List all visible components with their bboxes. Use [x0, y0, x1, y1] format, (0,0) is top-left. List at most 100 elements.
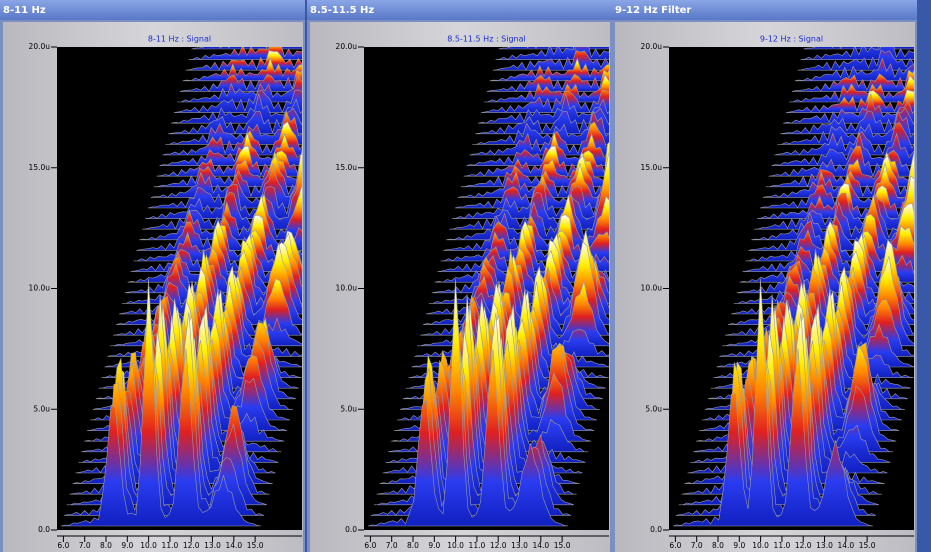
spectrum-slice	[121, 232, 302, 304]
y-tick-label: 5.0u	[645, 404, 662, 413]
spectrum-slice	[768, 145, 914, 177]
x-tick-label: 7.0	[79, 541, 91, 550]
spectrum-slice	[774, 122, 914, 156]
y-tick-label: 20.0u	[29, 42, 51, 51]
spectrum-slice	[486, 69, 609, 92]
spectrum-slice	[786, 89, 914, 113]
spectrum-slice	[765, 151, 914, 188]
spectrum-slice	[788, 74, 914, 103]
y-tick-label: 10.0u	[336, 284, 358, 293]
y-tick-label: 20.0u	[336, 42, 358, 51]
spectrum-slice	[182, 57, 302, 82]
x-tick-label: 11.0	[469, 541, 486, 550]
spectrum-slice	[156, 145, 302, 177]
x-tick-label: 6.0	[57, 541, 69, 550]
spectrum-slice	[185, 50, 302, 71]
x-tick-label: 10.0	[140, 541, 157, 550]
spectrum-slice	[176, 74, 302, 103]
window-title: 8-11 Hz	[3, 5, 46, 16]
y-tick-label: 15.0u	[336, 163, 358, 172]
x-tick-label: 10.0	[752, 541, 769, 550]
waterfall-surface	[672, 47, 914, 527]
spectrum-slice	[794, 57, 914, 82]
title-bar	[307, 0, 612, 20]
y-tick-label: 10.0u	[29, 284, 51, 293]
x-tick-label: 15.0	[554, 541, 571, 550]
spectrum-slice	[736, 232, 914, 294]
spectrum-slice	[162, 121, 302, 156]
x-tick-label: 9.0	[428, 541, 440, 550]
x-tick-label: 14.0	[837, 541, 854, 550]
spectrum-slice	[783, 93, 914, 124]
spectrum-slice	[483, 74, 609, 103]
spectrum-slice	[678, 314, 879, 506]
x-tick-label: 9.0	[733, 541, 745, 550]
x-tick-label: 14.0	[225, 541, 242, 550]
y-tick-label: 0.0	[650, 525, 662, 534]
x-tick-label: 12.0	[490, 541, 507, 550]
y-tick-label: 10.0u	[641, 284, 663, 293]
y-tick-label: 5.0u	[33, 404, 50, 413]
x-tick-label: 13.0	[204, 541, 221, 550]
x-tick-label: 11.0	[162, 541, 179, 550]
x-tick-label: 12.0	[795, 541, 812, 550]
spectrum-slice	[797, 49, 914, 71]
spectrum-slice	[780, 107, 914, 135]
chart-title: 8-11 Hz : Signal	[148, 35, 211, 44]
spectrum-slice	[171, 93, 302, 124]
window-title: 8.5-11.5 Hz	[310, 5, 374, 16]
spectrum-slice	[168, 108, 302, 135]
title-bar	[612, 0, 917, 20]
spectrum-slice	[367, 278, 569, 527]
spectrum-slice	[481, 89, 609, 113]
spectrum-slice	[489, 57, 609, 82]
window: 8.5-11.5 Hz 8.5-11.5 Hz : Signal 0.0 5.0u 10…	[307, 0, 612, 552]
spectrum-slice	[472, 110, 609, 145]
waterfall-surface	[367, 47, 609, 527]
window-title: 9-12 Hz Filter	[615, 5, 691, 16]
x-tick-label: 15.0	[247, 541, 264, 550]
x-tick-label: 8.0	[407, 541, 419, 550]
y-tick-label: 0.0	[345, 525, 357, 534]
x-tick-label: 13.0	[816, 541, 833, 550]
window: 9-12 Hz Filter 9-12 Hz : Signal 0.0 5.0u 10.…	[612, 0, 917, 552]
y-tick-label: 15.0u	[29, 163, 51, 172]
spectrum-slice	[791, 69, 914, 92]
x-tick-label: 12.0	[183, 541, 200, 550]
spectrum-slice	[165, 109, 302, 145]
spectrum-slice	[60, 278, 262, 527]
spectrum-slice	[681, 329, 882, 495]
window: 8-11 Hz 8-11 Hz : Signal 0.0 5.0u 10.0u 15.0u…	[0, 0, 305, 552]
y-tick-label: 0.0	[38, 525, 50, 534]
x-tick-label: 6.0	[669, 541, 681, 550]
x-tick-label: 7.0	[691, 541, 703, 550]
spectrum-slice	[428, 239, 609, 304]
spectrum-slice	[179, 69, 302, 92]
spectrum-slice	[672, 278, 874, 527]
chart-title: 9-12 Hz : Signal	[760, 35, 823, 44]
y-tick-label: 5.0u	[340, 404, 357, 413]
x-tick-label: 14.0	[532, 541, 549, 550]
chart-title: 8.5-11.5 Hz : Signal	[447, 35, 526, 44]
spectrum-slice	[684, 294, 885, 484]
x-tick-label: 9.0	[121, 541, 133, 550]
spectrum-slice	[460, 151, 609, 188]
waterfall-surface	[60, 47, 302, 527]
x-tick-label: 10.0	[447, 541, 464, 550]
y-tick-label: 15.0u	[641, 163, 663, 172]
x-tick-label: 15.0	[859, 541, 876, 550]
spectrum-slice	[174, 89, 302, 113]
spectrum-slice	[153, 151, 302, 188]
x-tick-label: 8.0	[100, 541, 112, 550]
spectrum-slice	[431, 232, 609, 294]
x-tick-label: 6.0	[364, 541, 376, 550]
y-tick-label: 20.0u	[641, 42, 663, 51]
x-tick-label: 7.0	[386, 541, 398, 550]
title-bar	[0, 0, 305, 20]
spectrum-slice	[777, 110, 914, 145]
spectrum-slice	[478, 93, 609, 124]
spectrum-slice	[492, 49, 609, 71]
spectrum-slice	[463, 145, 609, 177]
